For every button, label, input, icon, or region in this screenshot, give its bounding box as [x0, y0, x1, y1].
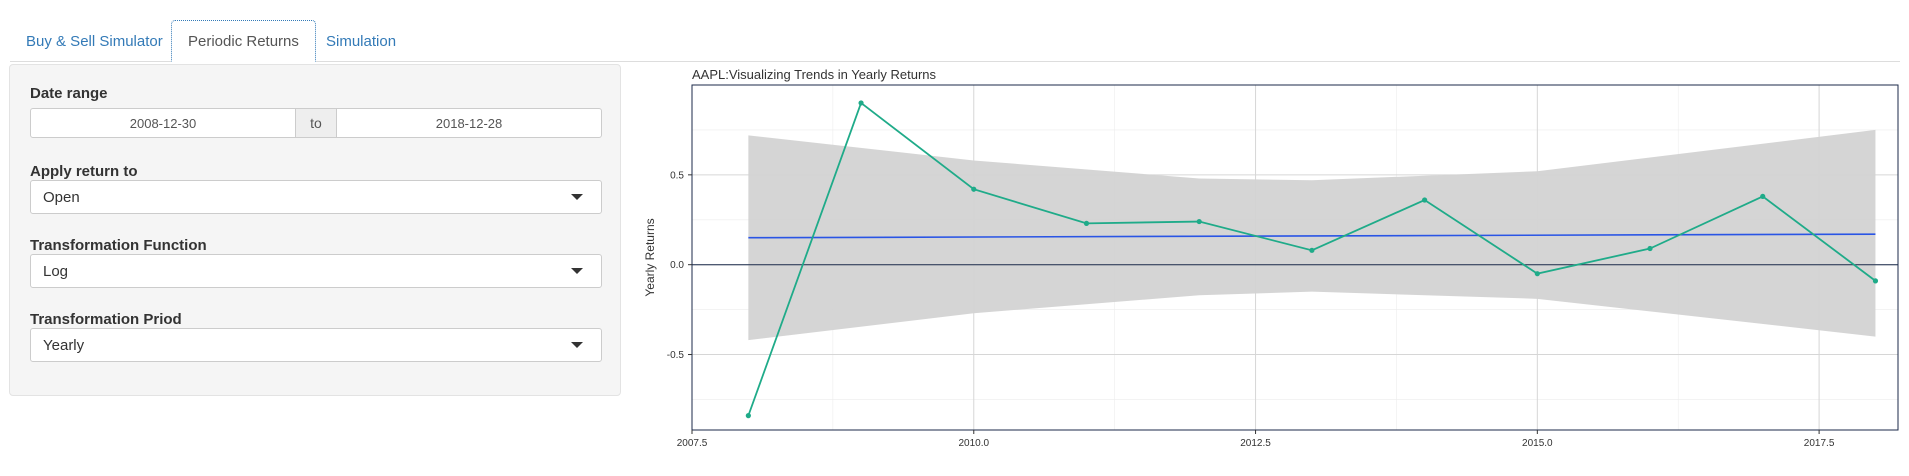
plot-border — [691, 84, 1899, 431]
date-start-input[interactable]: 2008-12-30 — [129, 115, 197, 131]
confidence-band-layer — [748, 129, 1876, 341]
tab-bar-divider — [10, 61, 1900, 62]
apply-return-label: Apply return to — [30, 163, 138, 180]
transformation-function-select[interactable]: Log — [30, 254, 602, 288]
transformation-period-select[interactable]: Yearly — [30, 328, 602, 362]
axis-layer: 2007.5 2010.0 2012.5 2015.0 2017.5 -0.5 0.0 0.5 — [667, 84, 1899, 449]
x-tick-label: 2017.5 — [1804, 438, 1835, 449]
data-point — [1760, 193, 1766, 200]
data-point — [858, 100, 864, 106]
data-point — [971, 186, 977, 192]
date-range-input: 2008-12-30 to 2018-12-28 — [30, 108, 602, 138]
apply-return-value: Open — [43, 188, 80, 206]
data-point — [1309, 247, 1315, 253]
data-point — [1534, 271, 1540, 277]
x-tick-label: 2007.5 — [677, 438, 708, 449]
x-tick-label: 2010.0 — [958, 438, 989, 449]
y-tick-label: -0.5 — [667, 350, 685, 361]
x-tick-label: 2012.5 — [1240, 438, 1271, 449]
data-point — [1872, 278, 1879, 284]
y-tick-label: 0.0 — [670, 260, 684, 271]
trend-line — [748, 233, 1876, 239]
tab-simulation[interactable]: Simulation — [326, 32, 397, 50]
yearly-returns-chart: AAPL:Visualizing Trends in Yearly Return… — [643, 67, 1899, 449]
data-point — [1647, 245, 1653, 252]
transformation-function-value: Log — [43, 262, 69, 280]
confidence-band — [748, 129, 1876, 341]
transformation-period-value: Yearly — [43, 336, 85, 354]
chart-title: AAPL:Visualizing Trends in Yearly Return… — [692, 67, 937, 82]
tab-bar: Buy & Sell Simulator Periodic Returns Si… — [10, 20, 1900, 62]
chevron-down-icon — [571, 342, 583, 348]
date-range-label: Date range — [30, 85, 108, 102]
y-axis-label: Yearly Returns — [643, 218, 657, 296]
data-point — [1422, 197, 1428, 203]
tab-periodic-returns[interactable]: Periodic Returns — [171, 20, 316, 62]
x-tick-label: 2015.0 — [1522, 438, 1553, 449]
date-range-separator: to — [295, 109, 337, 137]
y-tick-label: 0.5 — [670, 170, 684, 181]
tab-buy-sell-simulator[interactable]: Buy & Sell Simulator — [26, 32, 163, 50]
input-panel: Date range 2008-12-30 to 2018-12-28 Appl… — [9, 64, 621, 396]
chevron-down-icon — [571, 268, 583, 274]
apply-return-select[interactable]: Open — [30, 180, 602, 214]
transformation-function-label: Transformation Function — [30, 237, 207, 254]
data-point — [1083, 220, 1090, 226]
data-point — [745, 413, 751, 419]
data-point — [1196, 218, 1202, 225]
transformation-period-label: Transformation Priod — [30, 311, 182, 328]
date-end-input[interactable]: 2018-12-28 — [435, 115, 503, 131]
chevron-down-icon — [571, 194, 583, 200]
trend-line-layer — [692, 233, 1898, 266]
returns-series-layer — [745, 100, 1879, 419]
